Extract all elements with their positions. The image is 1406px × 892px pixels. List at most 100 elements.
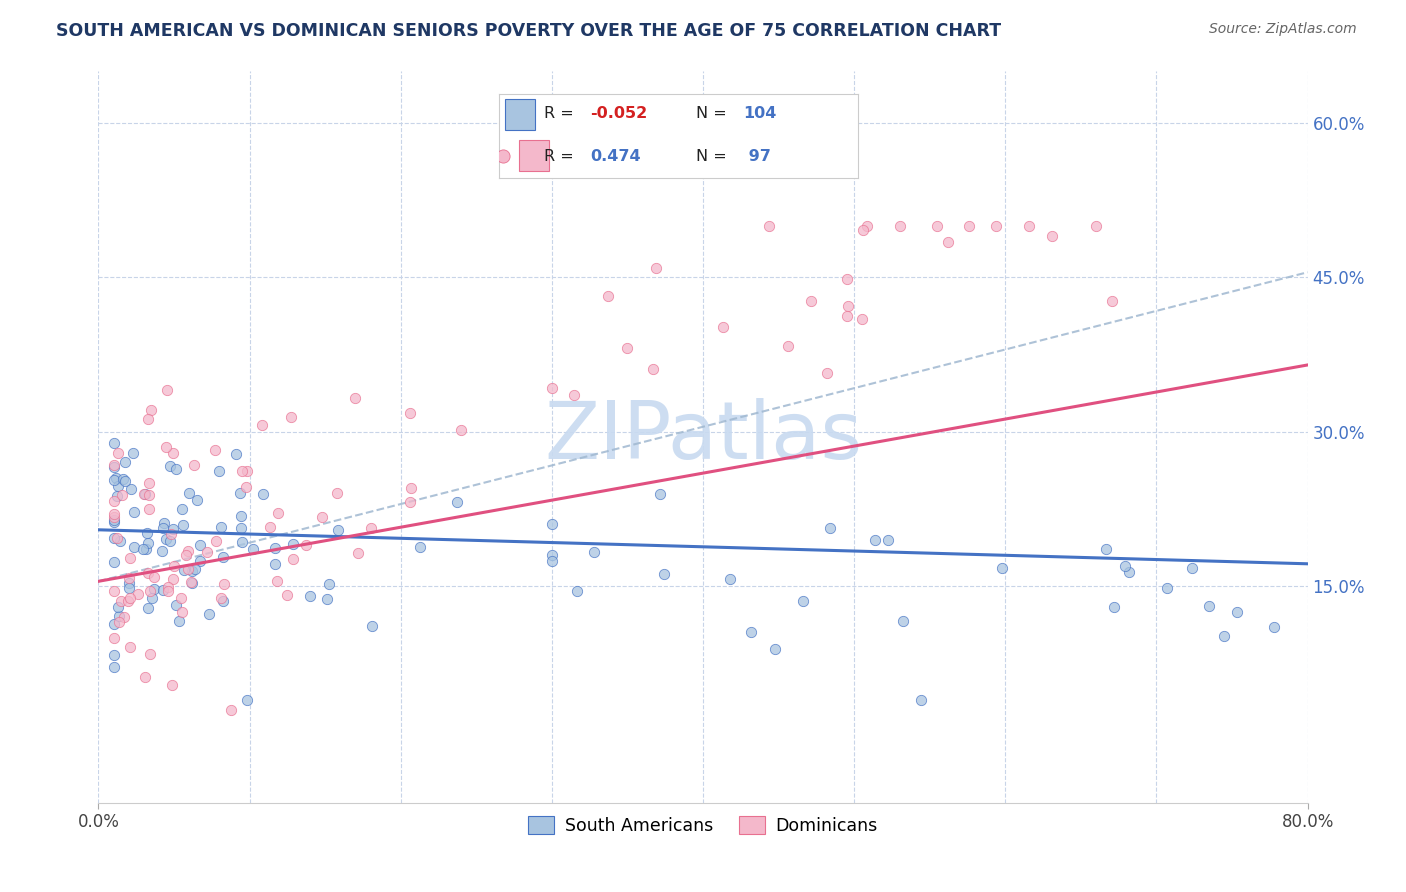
Point xyxy=(150,543,173,558)
Point xyxy=(135,541,157,556)
Point xyxy=(231,534,253,549)
Point xyxy=(136,525,159,540)
Point xyxy=(346,546,368,560)
Point xyxy=(165,598,187,612)
Bar xyxy=(519,140,550,170)
Point xyxy=(1101,294,1123,309)
Point xyxy=(204,443,226,458)
Text: N =: N = xyxy=(696,106,727,121)
Point xyxy=(155,440,177,454)
Point xyxy=(264,557,287,571)
Point xyxy=(103,531,125,545)
Point xyxy=(117,594,139,608)
Point xyxy=(170,591,193,605)
Point xyxy=(155,532,177,546)
Point xyxy=(316,592,339,607)
Point xyxy=(107,478,129,492)
Point xyxy=(219,703,242,717)
Point xyxy=(408,540,430,554)
Point xyxy=(103,508,125,522)
Point xyxy=(582,545,605,559)
Text: 104: 104 xyxy=(742,106,776,121)
Point xyxy=(212,594,235,608)
Point xyxy=(1114,559,1136,574)
Point xyxy=(776,339,799,353)
Point xyxy=(118,575,141,590)
Point xyxy=(654,567,676,582)
Text: 0.474: 0.474 xyxy=(591,149,641,164)
Point xyxy=(174,549,197,563)
Point xyxy=(103,513,125,527)
Point xyxy=(156,383,179,397)
Point xyxy=(1040,229,1063,244)
Point xyxy=(1118,565,1140,579)
Point xyxy=(863,533,886,548)
Point xyxy=(910,693,932,707)
Point xyxy=(259,520,281,534)
Point xyxy=(136,566,159,580)
Point xyxy=(851,312,873,326)
Point xyxy=(122,540,145,554)
Point xyxy=(835,310,858,324)
Point xyxy=(179,486,201,500)
Point xyxy=(1102,599,1125,614)
Point xyxy=(718,572,741,586)
Point xyxy=(311,510,333,524)
Point xyxy=(138,501,160,516)
Point xyxy=(236,464,259,478)
Point xyxy=(792,594,814,608)
Point xyxy=(139,403,162,417)
Point xyxy=(170,605,193,619)
Text: Source: ZipAtlas.com: Source: ZipAtlas.com xyxy=(1209,22,1357,37)
Point xyxy=(152,583,174,598)
Point xyxy=(118,571,141,585)
Point xyxy=(180,575,202,590)
Point xyxy=(108,534,131,549)
Point xyxy=(163,558,186,573)
Point xyxy=(398,494,420,508)
Point xyxy=(112,610,135,624)
Point xyxy=(186,492,208,507)
Point xyxy=(157,584,180,599)
Point xyxy=(211,520,233,534)
Point xyxy=(360,618,382,632)
Point xyxy=(103,555,125,569)
Point xyxy=(856,219,879,233)
Point xyxy=(328,523,350,537)
Point xyxy=(295,538,318,552)
Point xyxy=(1213,629,1236,643)
Point xyxy=(188,554,211,568)
Point xyxy=(212,549,235,564)
Text: ZIPatlas: ZIPatlas xyxy=(544,398,862,476)
Point xyxy=(242,542,264,557)
Point xyxy=(167,614,190,628)
Point xyxy=(266,574,288,588)
Point xyxy=(876,533,898,548)
Point xyxy=(111,488,134,502)
Point xyxy=(1181,560,1204,574)
Point xyxy=(173,563,195,577)
Point xyxy=(152,521,174,535)
Point xyxy=(134,670,156,684)
Point xyxy=(450,423,472,437)
Point xyxy=(114,474,136,488)
Point xyxy=(1085,219,1108,233)
Point xyxy=(765,642,787,657)
Point xyxy=(209,591,232,606)
Point xyxy=(181,564,204,578)
Point xyxy=(159,534,181,549)
Point xyxy=(118,582,141,596)
Point xyxy=(645,261,668,276)
Point xyxy=(565,583,588,598)
Point xyxy=(184,562,207,576)
Point xyxy=(139,648,162,662)
Point xyxy=(228,486,250,500)
Point xyxy=(889,219,911,233)
Point xyxy=(132,541,155,556)
Point xyxy=(344,391,367,405)
Point xyxy=(103,459,125,474)
Point xyxy=(105,531,128,545)
Point xyxy=(225,447,247,461)
Point xyxy=(598,289,620,303)
Point xyxy=(818,521,841,535)
